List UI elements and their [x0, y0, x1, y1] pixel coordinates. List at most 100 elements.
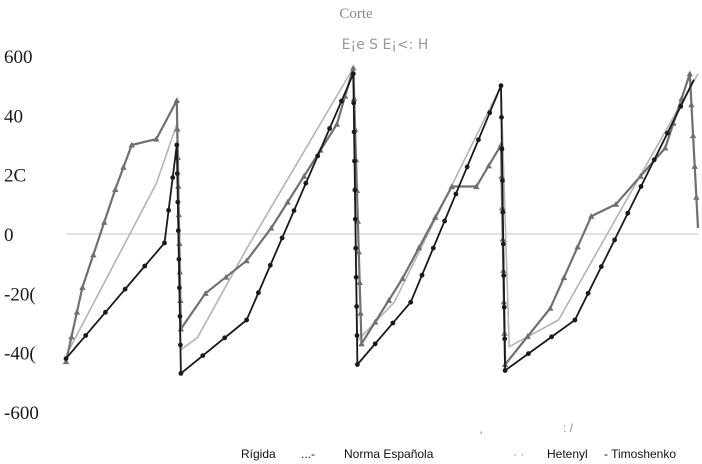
series-point-triangle — [371, 318, 379, 325]
series-point-dark — [419, 272, 425, 278]
series-point-dark — [354, 304, 359, 309]
series-point-dark — [303, 180, 309, 186]
series-point-dark — [355, 362, 360, 367]
series-point-dark — [327, 126, 332, 131]
series-point-dark — [122, 286, 128, 292]
series-point-dark — [665, 130, 670, 136]
series-point-dark — [174, 171, 180, 177]
series-point-triangle — [688, 101, 695, 108]
series-point-dark — [502, 336, 508, 342]
series-point-triangle — [473, 183, 480, 190]
series-point-dark — [501, 273, 507, 278]
series-point-dark — [177, 285, 182, 291]
series-point-triangle — [202, 290, 209, 296]
series-point-triangle — [432, 213, 439, 220]
series-point-triangle — [356, 279, 363, 286]
series-point-triangle — [68, 333, 75, 340]
series-point-dark — [526, 351, 531, 357]
series-point-dark — [352, 216, 358, 222]
chart-subtitle: E¡e S E¡<: H — [342, 37, 429, 53]
series-point-dark — [476, 137, 481, 143]
series-point-dark — [390, 320, 396, 326]
series-point-dark — [549, 334, 554, 340]
series-point-dark — [354, 333, 360, 338]
series-point-dark — [499, 146, 505, 152]
series-point-triangle — [524, 333, 531, 339]
series-point-dark — [352, 158, 357, 164]
series-point-dark — [487, 110, 493, 116]
y-tick-label-6: -600 — [4, 403, 39, 424]
series-point-dark — [83, 333, 89, 338]
y-tick-label-1: 40 — [4, 106, 23, 127]
series-point-dark — [315, 153, 321, 159]
series-point-dark — [200, 353, 206, 358]
series-point-triangle — [350, 64, 357, 71]
series-point-dark — [572, 317, 578, 323]
series-point-dark — [256, 290, 261, 296]
y-tick-label-0: 600 — [4, 47, 33, 68]
series-point-dark — [612, 237, 617, 243]
series-point-dark — [291, 208, 297, 214]
series-point-dark — [176, 256, 182, 262]
series-point-triangle — [357, 309, 364, 316]
series-point-triangle — [222, 273, 230, 280]
y-axis: 600 40 2C 0 -20(-40(-600 — [4, 47, 39, 424]
series-point-dark — [103, 309, 108, 315]
series-point-triangle — [485, 162, 492, 169]
series-point-dark — [279, 235, 285, 241]
series-point-triangle — [90, 251, 97, 258]
series-point-triangle — [153, 135, 160, 142]
series-point-dark — [244, 317, 250, 323]
series-point-dark — [178, 371, 184, 376]
series-point-dark — [678, 104, 684, 109]
series-point-triangle — [637, 172, 644, 179]
series-point-triangle — [448, 183, 455, 190]
y-tick-label-4: -20( — [4, 284, 36, 305]
series-line-mid-triangles — [64, 66, 700, 366]
series-layer — [62, 64, 700, 376]
legend-label-hetenyl: Hetenyl — [547, 447, 588, 461]
series-point-triangle — [62, 358, 70, 365]
series-point-triangle — [174, 125, 181, 132]
series-point-dark — [177, 313, 183, 319]
series-point-dark — [63, 356, 69, 361]
series-point-dark — [353, 245, 359, 251]
series-point-dark — [585, 290, 591, 296]
series-point-triangle — [574, 243, 581, 250]
series-point-triangle — [612, 201, 620, 207]
series-point-triangle — [173, 97, 181, 104]
series-point-dark — [502, 368, 508, 373]
y-tick-label-3: 0 — [4, 225, 14, 246]
legend: Rígida ...- Norma Española · · Hetenyl -… — [241, 421, 676, 461]
series-point-dark — [598, 264, 604, 269]
series-point-dark — [442, 218, 447, 224]
series-point-dark — [162, 240, 167, 246]
series-point-dark — [352, 187, 358, 193]
series-point-dark — [351, 100, 357, 106]
series-point-triangle — [243, 257, 250, 264]
series-point-dark — [408, 299, 414, 305]
series-point-dark — [500, 178, 505, 184]
series-point-dark — [142, 263, 148, 269]
y-tick-label-5: -40( — [4, 344, 36, 365]
series-point-triangle — [689, 132, 697, 139]
series-point-dark — [625, 210, 631, 216]
series-point-dark — [500, 241, 506, 247]
series-point-triangle — [547, 304, 554, 311]
series-point-triangle — [686, 70, 693, 77]
series-point-dark — [339, 98, 344, 104]
series-point-triangle — [284, 198, 291, 205]
series-point-triangle — [101, 218, 108, 225]
series-point-triangle — [358, 340, 365, 347]
series-point-dark — [499, 114, 504, 120]
series-point-dark — [175, 228, 181, 234]
series-point-dark — [372, 341, 378, 347]
series-point-dark — [453, 191, 459, 197]
series-point-triangle — [128, 141, 135, 148]
series-point-triangle — [415, 244, 423, 251]
series-point-triangle — [385, 297, 393, 303]
series-point-dark — [351, 129, 357, 135]
stray-mark-2: : / — [563, 421, 574, 435]
series-point-triangle — [267, 224, 275, 231]
